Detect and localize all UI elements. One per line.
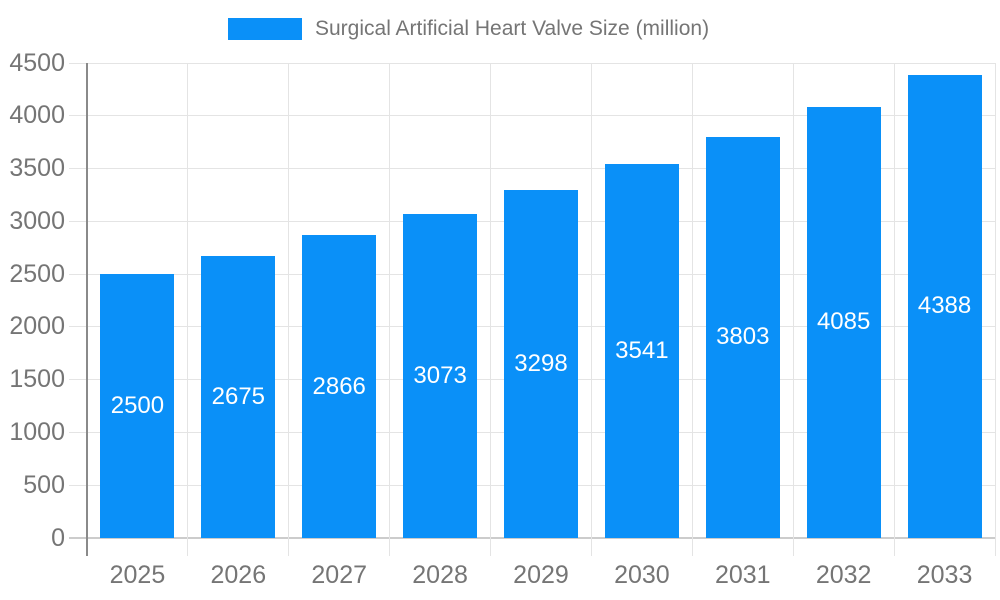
y-axis-tick-label: 2000 xyxy=(9,312,65,341)
legend-label: Surgical Artificial Heart Valve Size (mi… xyxy=(315,17,710,40)
bar-2027 xyxy=(302,235,377,538)
y-axis-tick-label: 1000 xyxy=(9,417,65,446)
x-axis-tick xyxy=(994,538,996,556)
y-axis-tick-label: 1500 xyxy=(9,365,65,394)
bar-2025 xyxy=(100,274,175,538)
gridline-v xyxy=(691,63,693,538)
bar-2030 xyxy=(604,164,679,538)
x-axis-tick xyxy=(590,538,592,556)
x-axis-tick xyxy=(691,538,693,556)
bar-value-label-2030: 3541 xyxy=(615,337,669,365)
gridline-v xyxy=(590,63,592,538)
x-axis-tick-label-2028: 2028 xyxy=(412,561,468,589)
y-axis-tick-label: 3500 xyxy=(9,154,65,183)
bar-value-label-2028: 3073 xyxy=(413,361,467,389)
x-axis-tick-label-2025: 2025 xyxy=(109,561,166,589)
bar-2029 xyxy=(504,189,578,538)
x-axis-tick xyxy=(792,538,794,556)
chart-legend: Surgical Artificial Heart Valve Size (mi… xyxy=(228,17,709,41)
gridline-v xyxy=(792,63,794,538)
bar-value-label-2031: 3803 xyxy=(716,323,770,351)
gridline-v xyxy=(389,63,391,538)
bar-value-label-2026: 2675 xyxy=(211,382,266,410)
x-axis-tick-label-2029: 2029 xyxy=(513,561,569,589)
gridline-v xyxy=(288,63,290,538)
gridline-v xyxy=(187,63,189,538)
y-axis-tick-label: 2500 xyxy=(9,259,65,288)
bar-2026 xyxy=(201,255,276,538)
bar-2031 xyxy=(705,136,780,538)
y-axis-tick-label: 3000 xyxy=(9,206,65,235)
gridline-v xyxy=(490,63,492,538)
x-axis-tick-label-2032: 2032 xyxy=(815,561,872,589)
bar-2033 xyxy=(907,74,982,538)
x-axis-tick-label-2033: 2033 xyxy=(916,561,973,589)
bar-2032 xyxy=(806,106,881,538)
legend-swatch xyxy=(228,18,302,40)
x-axis-tick xyxy=(893,538,895,556)
y-axis-line xyxy=(86,63,88,556)
gridline-h-4500 xyxy=(69,62,995,64)
gridline-v xyxy=(893,63,895,538)
x-axis-tick-label-2027: 2027 xyxy=(311,561,368,589)
bar-value-label-2032: 4085 xyxy=(816,308,871,336)
x-axis-tick xyxy=(288,538,290,556)
y-axis-tick-label: 500 xyxy=(23,470,65,499)
bar-value-label-2027: 2866 xyxy=(312,372,366,400)
gridline-h-4000 xyxy=(69,115,995,117)
x-axis-tick-label-2031: 2031 xyxy=(714,561,771,589)
y-axis-tick-label: 4500 xyxy=(9,48,65,77)
x-axis-tick xyxy=(490,538,492,556)
bar-value-label-2033: 4388 xyxy=(917,292,972,320)
gridline-h-3500 xyxy=(69,168,995,170)
bar-2028 xyxy=(403,213,478,538)
gridline-v xyxy=(994,63,996,538)
x-axis-tick-label-2030: 2030 xyxy=(614,561,670,589)
bar-value-label-2025: 2500 xyxy=(110,392,165,420)
y-axis-tick-label: 0 xyxy=(51,523,65,552)
x-axis-tick xyxy=(389,538,391,556)
gridline-h-0 xyxy=(69,537,995,539)
x-axis-tick-label-2026: 2026 xyxy=(210,561,267,589)
x-axis-tick xyxy=(187,538,189,556)
bar-value-label-2029: 3298 xyxy=(514,349,568,377)
y-axis-tick-label: 4000 xyxy=(9,101,65,130)
